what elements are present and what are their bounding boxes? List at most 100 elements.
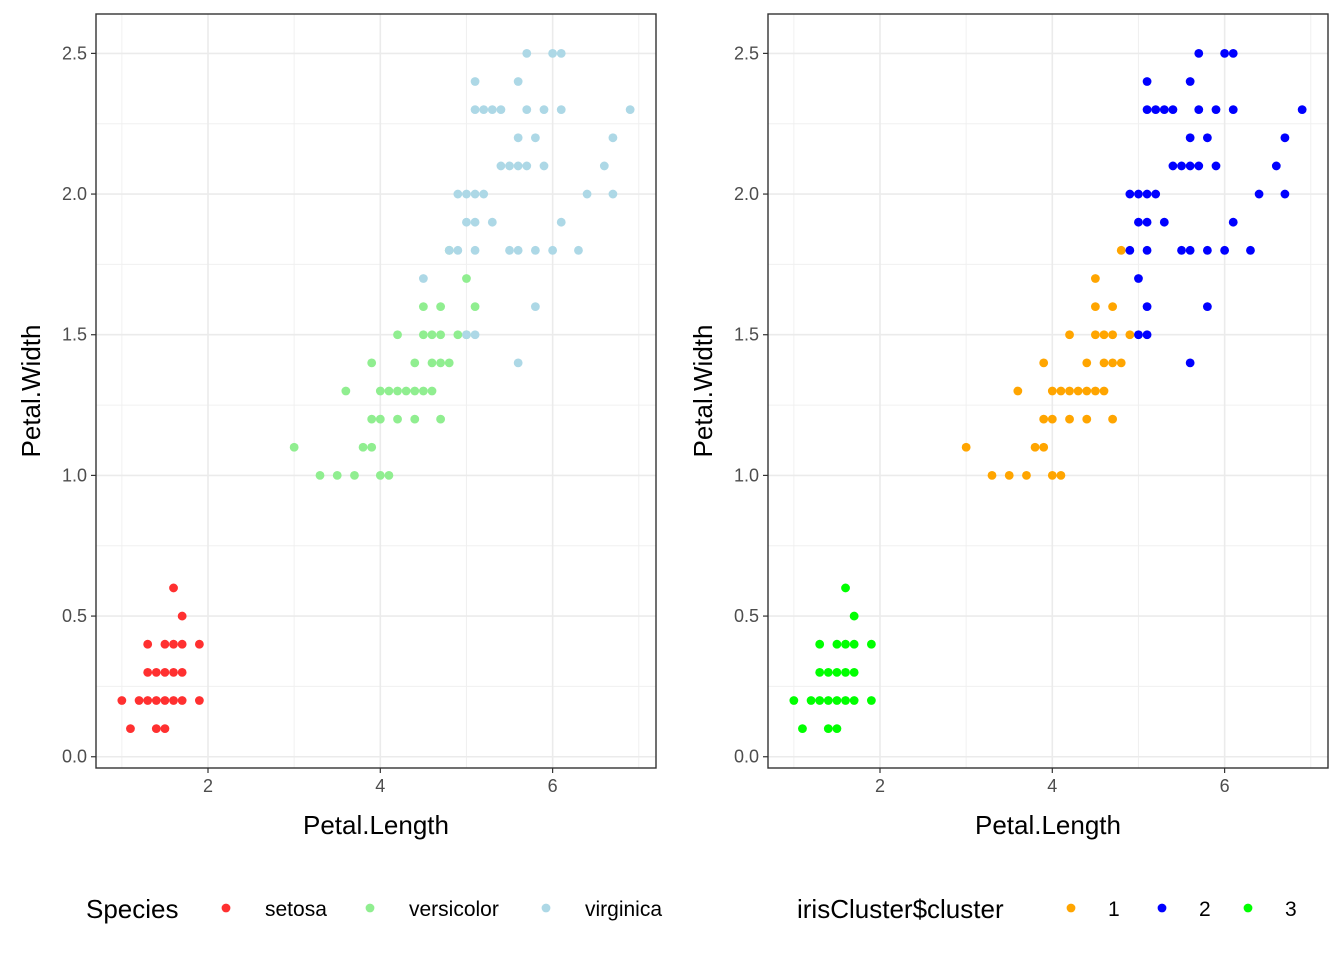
data-point-virginica — [513, 77, 523, 86]
data-point-3 — [806, 696, 816, 705]
data-point-3 — [866, 639, 876, 649]
data-point-2 — [1151, 105, 1161, 115]
data-point-1 — [1039, 414, 1049, 424]
data-point-1 — [987, 471, 997, 480]
data-point-2 — [1297, 105, 1307, 115]
y-tick-label: 2.5 — [734, 43, 759, 63]
data-point-2 — [1228, 105, 1238, 115]
data-point-1 — [1082, 358, 1092, 368]
data-point-versicolor — [332, 471, 342, 480]
y-tick-label: 1.0 — [62, 465, 87, 485]
data-point-virginica — [522, 161, 532, 171]
data-point-2 — [1194, 105, 1204, 115]
data-point-2 — [1177, 245, 1186, 255]
data-point-3 — [815, 639, 825, 649]
data-point-virginica — [556, 105, 566, 115]
data-point-setosa — [143, 667, 153, 677]
data-point-2 — [1211, 105, 1221, 115]
data-point-virginica — [470, 105, 480, 115]
data-point-setosa — [151, 724, 161, 734]
data-point-2 — [1271, 161, 1281, 171]
data-point-1 — [1108, 302, 1118, 311]
data-point-versicolor — [418, 302, 428, 311]
data-point-setosa — [177, 611, 187, 621]
data-point-3 — [832, 696, 842, 705]
data-point-setosa — [194, 696, 204, 705]
data-point-2 — [1125, 245, 1135, 255]
data-point-1 — [1082, 414, 1092, 424]
legend: irisCluster$cluster 1 2 3 — [797, 894, 1297, 924]
data-point-versicolor — [401, 386, 411, 396]
data-point-versicolor — [427, 358, 437, 368]
data-point-setosa — [177, 667, 187, 677]
data-point-2 — [1194, 48, 1204, 58]
data-point-versicolor — [410, 414, 420, 424]
data-point-2 — [1134, 189, 1143, 199]
data-point-setosa — [169, 639, 178, 649]
data-point-versicolor — [289, 442, 299, 452]
data-point-versicolor — [436, 358, 446, 368]
data-point-2 — [1220, 48, 1230, 58]
data-point-2 — [1185, 77, 1195, 86]
data-point-2 — [1142, 189, 1152, 199]
data-point-1 — [1090, 386, 1100, 396]
data-point-1 — [1090, 330, 1100, 340]
y-tick-label: 0.0 — [734, 747, 759, 767]
legend-key-2 — [1157, 903, 1167, 913]
data-point-3 — [841, 667, 850, 677]
data-point-2 — [1185, 358, 1195, 368]
legend-key-1 — [1066, 903, 1076, 913]
data-point-2 — [1142, 302, 1152, 311]
data-point-3 — [815, 696, 825, 705]
data-point-2 — [1125, 189, 1135, 199]
legend-key-versicolor — [365, 903, 375, 913]
data-point-versicolor — [393, 414, 402, 424]
data-point-virginica — [470, 217, 480, 227]
data-point-2 — [1185, 161, 1195, 171]
data-point-1 — [1125, 330, 1135, 340]
legend: Species setosa versicolor virginica — [86, 894, 662, 924]
data-point-2 — [1202, 245, 1212, 255]
data-point-2 — [1246, 245, 1255, 255]
data-point-virginica — [470, 77, 480, 86]
data-point-3 — [849, 696, 859, 705]
data-point-setosa — [151, 667, 161, 677]
data-point-versicolor — [358, 442, 368, 452]
data-point-1 — [1116, 245, 1126, 255]
data-point-1 — [1030, 442, 1040, 452]
data-point-versicolor — [470, 302, 480, 311]
x-tick-label: 4 — [1047, 776, 1057, 796]
data-point-3 — [815, 667, 825, 677]
data-point-setosa — [126, 724, 135, 734]
data-point-virginica — [599, 161, 609, 171]
x-axis-title: Petal.Length — [975, 810, 1121, 840]
data-point-virginica — [530, 133, 540, 143]
data-point-1 — [1108, 414, 1118, 424]
data-point-3 — [798, 724, 807, 734]
y-tick-label: 2.0 — [734, 184, 759, 204]
data-point-virginica — [522, 48, 532, 58]
data-point-2 — [1142, 245, 1152, 255]
data-point-virginica — [539, 161, 549, 171]
legend-label-3: 3 — [1285, 898, 1297, 921]
data-point-virginica — [470, 245, 480, 255]
data-point-2 — [1202, 133, 1212, 143]
data-point-1 — [1099, 386, 1109, 396]
data-point-versicolor — [410, 358, 420, 368]
data-point-virginica — [548, 245, 558, 255]
data-point-virginica — [505, 245, 514, 255]
data-point-virginica — [513, 161, 523, 171]
y-tick-label: 1.0 — [734, 465, 759, 485]
data-point-virginica — [453, 245, 463, 255]
data-point-versicolor — [375, 471, 385, 480]
data-point-1 — [1099, 358, 1109, 368]
data-point-versicolor — [350, 471, 359, 480]
data-point-2 — [1142, 217, 1152, 227]
data-point-2 — [1159, 105, 1169, 115]
data-point-versicolor — [410, 386, 420, 396]
chart-cluster: 2 4 6 0.0 0.5 1.0 1.5 2.0 2.5 Petal.Length Petal.W… — [688, 13, 1329, 924]
data-point-1 — [1047, 386, 1057, 396]
data-point-1 — [1065, 386, 1074, 396]
data-point-versicolor — [367, 442, 377, 452]
data-point-virginica — [582, 189, 592, 199]
